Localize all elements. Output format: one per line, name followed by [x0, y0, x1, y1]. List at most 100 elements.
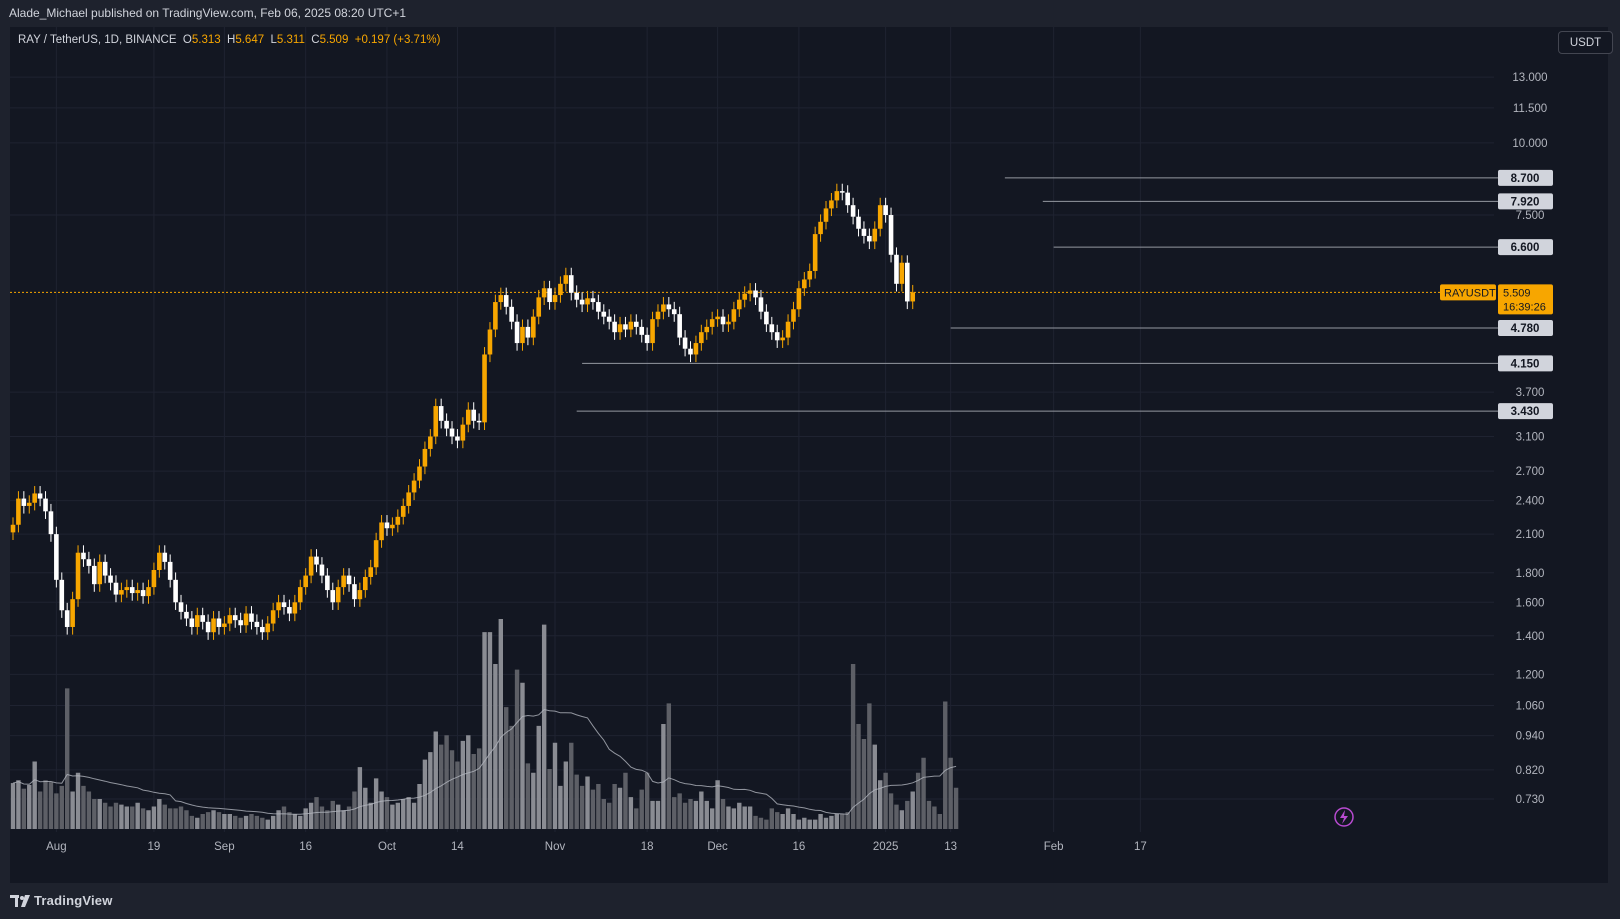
volume-bar	[195, 817, 200, 829]
volume-bar	[910, 791, 915, 829]
level-tag-bg	[1498, 319, 1553, 336]
candle-body	[666, 304, 672, 310]
candle-body	[303, 575, 308, 588]
volume-moving-average	[12, 708, 957, 815]
candle-body	[623, 324, 628, 330]
candle-body	[807, 270, 813, 280]
candle-body	[173, 579, 178, 603]
candle-body	[552, 295, 558, 303]
level-tag-bg	[1498, 355, 1553, 372]
candle-body	[531, 316, 536, 338]
candle-body	[471, 409, 476, 421]
volume-bar	[834, 814, 840, 829]
candle-body	[818, 221, 823, 235]
volume-bar	[634, 808, 639, 829]
volume-bar	[655, 800, 661, 829]
candle-body	[308, 556, 314, 576]
symbol-legend: RAY / TetherUS, 1D, BINANCE O5.313 H5.64…	[18, 34, 440, 46]
volume-bar	[292, 814, 298, 829]
volume-bar	[823, 817, 829, 829]
y-tick-label: 10.000	[1512, 138, 1547, 150]
candle-body	[845, 192, 850, 206]
volume-bar	[932, 806, 937, 829]
volume-bar	[157, 799, 162, 829]
lightning-icon[interactable]	[1334, 807, 1354, 827]
volume-bar	[764, 819, 769, 829]
volume-bar	[471, 754, 476, 829]
price-chart[interactable]: 8.700 7.920 6.600 4.780 4.150 3.430 13.000 11.…	[10, 27, 1608, 883]
y-tick-label: 0.940	[1516, 731, 1545, 743]
volume-bar	[406, 797, 411, 829]
volume-bar	[747, 806, 753, 829]
time-axis[interactable]: Aug 19 Sep 16 Oct 14 Nov 18 Dec 16 2025 13 Feb 17	[46, 841, 1147, 853]
currency-button[interactable]: USDT	[1558, 31, 1613, 54]
ticker-tag-bg	[1440, 284, 1496, 301]
low-value: 5.311	[276, 34, 305, 46]
candle-body	[823, 208, 829, 222]
y-tick-label: 13.000	[1512, 72, 1547, 84]
volume-bar	[850, 664, 856, 829]
candle-body	[97, 561, 103, 585]
volume-bar	[845, 812, 850, 829]
grid-lines	[10, 27, 1494, 832]
candle-body	[129, 587, 135, 594]
volume-bar	[872, 744, 877, 829]
candle-body	[70, 599, 75, 627]
candle-body	[568, 275, 574, 293]
candle-body	[406, 492, 411, 506]
candle-body	[417, 466, 422, 481]
candle-body	[92, 565, 97, 585]
volume-bar	[899, 810, 905, 829]
candle-body	[634, 321, 639, 327]
candle-body	[162, 552, 168, 562]
level-tag-label: 6.600	[1511, 242, 1540, 254]
volume-bar	[449, 750, 455, 829]
volume-bar	[596, 784, 601, 829]
price-axis[interactable]: 13.000 11.500 10.000 7.500 3.700 3.100 2.700 2.…	[1512, 72, 1547, 806]
candle-body	[726, 321, 731, 325]
volume-bar	[314, 797, 319, 829]
candle-body	[335, 587, 341, 603]
horizontal-levels[interactable]: 8.700 7.920 6.600 4.780 4.150 3.430	[576, 169, 1553, 420]
level-tag-bg	[1498, 193, 1553, 210]
candle-body	[585, 298, 590, 305]
candle-body	[422, 448, 428, 467]
volume-bar	[840, 814, 845, 829]
candle-body	[54, 534, 59, 580]
y-tick-label: 2.100	[1516, 529, 1545, 541]
candle-body	[178, 602, 184, 612]
volume-bar	[319, 806, 325, 829]
candle-body	[476, 420, 482, 423]
candle-body	[119, 590, 124, 595]
volume-bar	[422, 759, 428, 829]
candle-body	[37, 493, 43, 499]
candle-body	[709, 319, 715, 327]
level-tag-label: 7.920	[1511, 196, 1540, 208]
candle-body	[216, 618, 222, 627]
candle-body	[677, 314, 682, 338]
volume-bar	[509, 725, 514, 829]
price-tag-bg	[1498, 284, 1553, 315]
candle-body	[612, 321, 617, 333]
volume-bar	[943, 701, 948, 829]
volume-bar	[466, 735, 471, 829]
volume-bar	[948, 757, 953, 829]
volume-bar	[281, 806, 287, 829]
candle-body	[10, 524, 16, 533]
candle-body	[883, 205, 888, 216]
volume-bar	[888, 793, 894, 829]
candle-body	[644, 334, 650, 344]
volume-bar	[704, 800, 709, 829]
countdown-value: 16:39:26	[1503, 301, 1546, 313]
candle-body	[243, 613, 249, 626]
volume-bar	[54, 793, 59, 829]
volume-bar	[742, 806, 747, 829]
volume-bar	[731, 808, 737, 829]
volume-bar	[780, 814, 785, 829]
candle-body	[682, 337, 688, 349]
volume-bar	[791, 814, 796, 829]
volume-bar	[709, 808, 715, 829]
chart-area[interactable]: 8.700 7.920 6.600 4.780 4.150 3.430 13.000 11.…	[10, 27, 1613, 883]
volume-bar	[905, 800, 910, 829]
volume-bar	[753, 815, 758, 829]
